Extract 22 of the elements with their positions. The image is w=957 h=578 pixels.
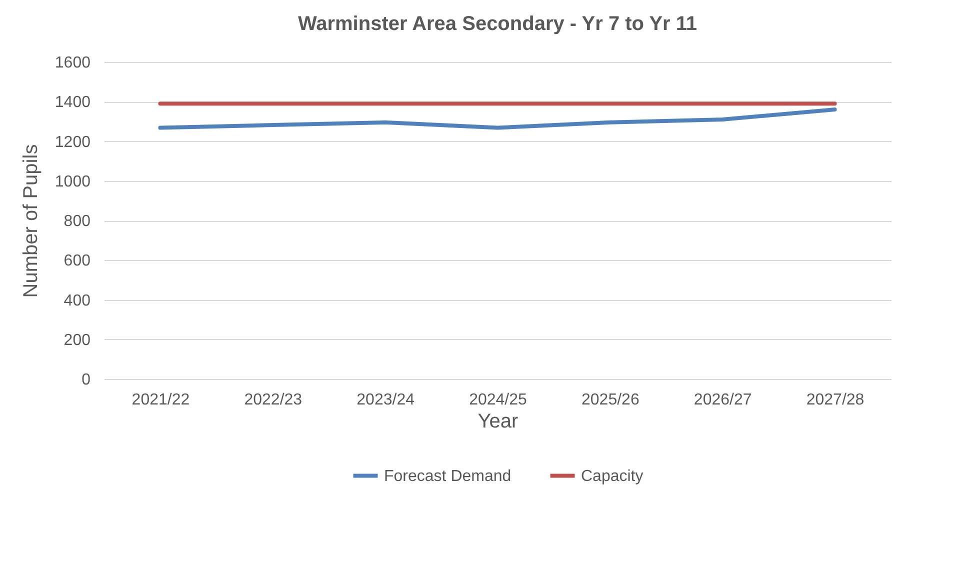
y-tick-label: 1200: [54, 134, 91, 151]
x-tick-label: 2025/26: [582, 392, 640, 408]
x-tick-label: 2026/27: [694, 392, 752, 408]
x-axis-title: Year: [478, 410, 519, 432]
chart-title: Warminster Area Secondary - Yr 7 to Yr 11: [298, 13, 698, 35]
x-tick-label: 2023/24: [356, 392, 415, 408]
x-tick-label: 2027/28: [806, 392, 864, 408]
x-tick-label: 2024/25: [469, 392, 528, 408]
y-tick-label: 1600: [54, 54, 91, 72]
y-tick-label: 800: [64, 213, 91, 230]
legend-label: Capacity: [581, 468, 644, 485]
y-tick-label: 1400: [54, 94, 91, 112]
y-tick-label: 0: [82, 372, 91, 388]
x-tick-label: 2021/22: [132, 392, 190, 408]
y-tick-label: 200: [64, 332, 91, 349]
y-tick-label: 600: [64, 252, 91, 270]
line-series: [158, 108, 837, 130]
y-tick-label: 400: [64, 292, 91, 310]
legend-label: Forecast Demand: [384, 468, 512, 485]
y-tick-label: 1000: [54, 173, 91, 190]
x-tick-label: 2022/23: [244, 392, 302, 408]
y-axis-title: Number of Pupils: [20, 144, 42, 298]
